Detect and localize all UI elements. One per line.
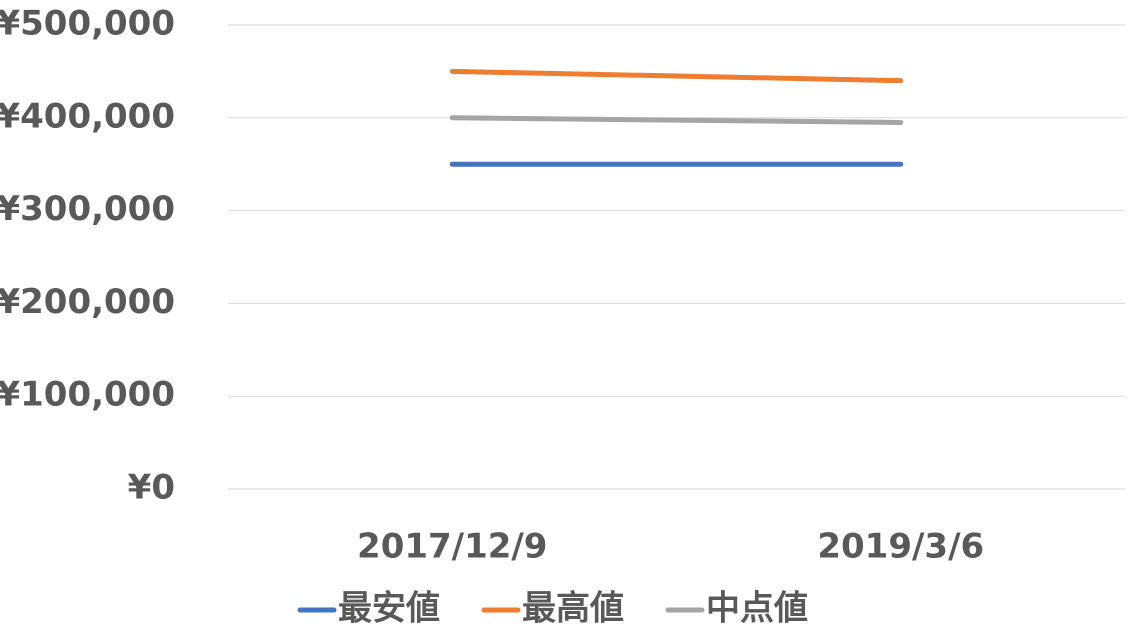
x-tick-label: 2017/12/9 [357,527,547,567]
legend-label: 最高値 [522,589,624,629]
y-tick-label: ¥200,000 [0,282,175,322]
series-line [449,68,904,84]
y-tick-label: ¥300,000 [0,189,175,229]
y-tick-label: ¥400,000 [0,96,175,136]
series-line [449,115,904,125]
legend-label: 最安値 [338,589,440,629]
y-tick-label: ¥0 [128,468,175,508]
y-tick-label: ¥500,000 [0,4,175,44]
x-tick-label: 2019/3/6 [817,527,984,567]
legend-label: 中点値 [706,589,808,629]
y-tick-label: ¥100,000 [0,375,175,415]
